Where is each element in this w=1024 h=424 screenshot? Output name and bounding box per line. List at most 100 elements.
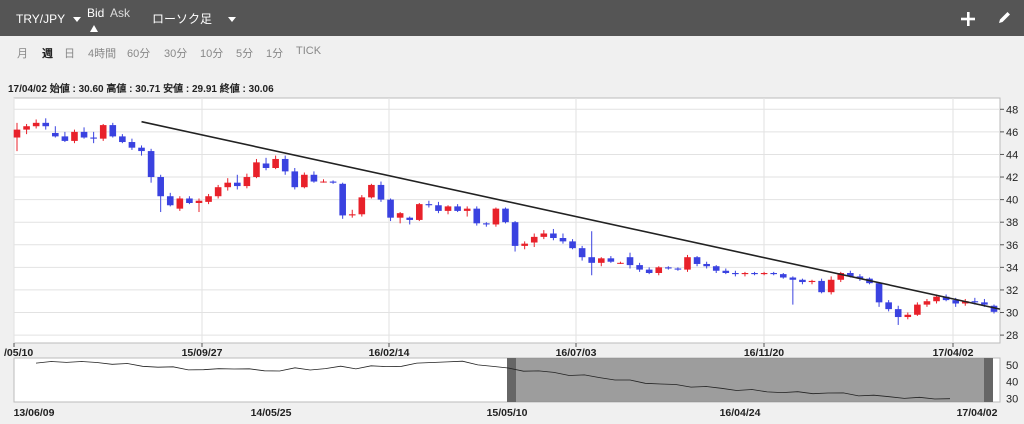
candle-up: [933, 296, 940, 302]
x-tick-label: /05/10: [4, 347, 33, 359]
candle-up: [415, 204, 423, 220]
timeframe-10m[interactable]: 10分: [200, 48, 224, 60]
candle-up: [205, 196, 212, 202]
candle-up: [32, 122, 40, 127]
candle-down: [875, 283, 883, 303]
candle-down: [511, 222, 519, 246]
x-tick-label: 15/09/27: [182, 347, 223, 359]
candle-up: [492, 208, 500, 225]
symbol-label: TRY/JPY: [16, 12, 66, 26]
x-tick-label: 16/02/14: [369, 347, 410, 359]
dropdown-caret-icon[interactable]: [228, 17, 236, 22]
timeframe-week[interactable]: 週: [42, 48, 53, 60]
candle-down: [703, 263, 710, 267]
y-tick-label: 28: [1006, 330, 1018, 342]
candle-up: [23, 126, 30, 130]
candle-down: [856, 276, 864, 279]
navigator-y-tick-label: 50: [1006, 360, 1018, 372]
timeframe-60m[interactable]: 60分: [127, 48, 151, 60]
x-tick-label: 17/04/02: [933, 347, 974, 359]
x-tick-label: 16/07/03: [556, 347, 597, 359]
candle-down: [645, 269, 653, 273]
candle-down: [779, 274, 787, 278]
ask-label: Ask: [110, 6, 131, 20]
candle-up: [914, 304, 921, 315]
top-toolbar: TRY/JPY Bid Ask ローソク足: [0, 0, 1024, 36]
timeframe-bar: 月 週 日 4時間 60分 30分 10分 5分 1分 TICK: [0, 36, 1024, 68]
candle-down: [454, 206, 461, 211]
candle-down: [502, 208, 509, 223]
candle-down: [119, 136, 126, 143]
chart-type-label: ローソク足: [152, 12, 213, 26]
candle-up: [904, 314, 912, 318]
candle-up: [99, 125, 107, 139]
candle-down: [90, 137, 97, 139]
timeframe-30m[interactable]: 30分: [164, 48, 188, 60]
candle-up: [923, 301, 931, 305]
bid-selected-marker-icon: [90, 25, 98, 32]
plus-icon[interactable]: [960, 11, 976, 27]
candle-down: [674, 268, 682, 270]
candle-up: [530, 236, 538, 243]
navigator-y-ticks: 30 40 50: [1006, 360, 1018, 406]
candle-down: [80, 131, 88, 138]
candle-up: [444, 206, 452, 211]
y-tick-label: 46: [1006, 127, 1018, 139]
timeframe-tick[interactable]: TICK: [296, 45, 322, 57]
navigator-left-handle: [507, 358, 516, 402]
candle-up: [540, 233, 548, 237]
candle-down: [818, 280, 825, 293]
dropdown-caret-icon[interactable]: [73, 17, 81, 22]
candle-up: [521, 243, 528, 246]
candle-up: [214, 187, 222, 197]
candle-down: [732, 273, 739, 275]
candle-down: [128, 142, 136, 148]
navigator-line: [35, 360, 951, 400]
navigator-x-tick-label: 17/04/02: [957, 407, 998, 419]
candle-up: [13, 129, 21, 138]
candle-up: [358, 197, 366, 215]
x-tick-label: 16/11/20: [744, 347, 784, 359]
bid-label: Bid: [87, 6, 105, 20]
candle-up: [224, 182, 232, 188]
candle-down: [377, 184, 385, 200]
timeframe-1m[interactable]: 1分: [266, 48, 284, 60]
candle-down: [166, 196, 174, 206]
candle-up: [684, 257, 691, 270]
symbol-selector[interactable]: TRY/JPY: [16, 0, 65, 36]
candle-down: [569, 241, 576, 249]
timeframe-day[interactable]: 日: [64, 48, 75, 60]
candle-up: [272, 158, 279, 168]
candle-down: [425, 204, 433, 206]
candle-down: [885, 302, 892, 310]
navigator-x-tick-label: 13/06/09: [14, 407, 55, 419]
navigator-selected-window: [507, 358, 993, 402]
candle-down: [607, 258, 615, 262]
candle-down: [952, 300, 959, 304]
candle-down: [138, 147, 145, 152]
ohlc-readout: 17/04/02 始値 : 30.60 高値 : 30.71 安値 : 29.9…: [8, 84, 274, 95]
y-axis-ticks: 28 30 32 34 36 38 40 42 44 46 48: [1000, 104, 1018, 342]
candle-down: [406, 217, 414, 220]
candle-down: [626, 257, 634, 266]
chart-type-selector[interactable]: ローソク足: [152, 0, 212, 36]
navigator-y-tick-label: 40: [1006, 377, 1018, 389]
candle-up: [301, 174, 308, 188]
navigator-x-tick-label: 16/04/24: [720, 407, 761, 419]
candle-down: [559, 238, 567, 242]
candle-down: [894, 309, 902, 318]
candle-down: [157, 177, 164, 197]
timeframe-4h[interactable]: 4時間: [88, 48, 117, 60]
timeframe-5m[interactable]: 5分: [236, 48, 254, 60]
candle-up: [760, 273, 768, 275]
navigator-right-handle: [984, 358, 993, 402]
bid-toggle[interactable]: Bid: [87, 0, 104, 30]
y-tick-label: 38: [1006, 217, 1018, 229]
timeframe-month[interactable]: 月: [17, 48, 28, 60]
pencil-icon[interactable]: [996, 10, 1012, 26]
candle-down: [291, 171, 299, 188]
ask-toggle[interactable]: Ask: [110, 0, 130, 30]
candle-down: [52, 133, 59, 137]
candle-down: [61, 136, 69, 141]
